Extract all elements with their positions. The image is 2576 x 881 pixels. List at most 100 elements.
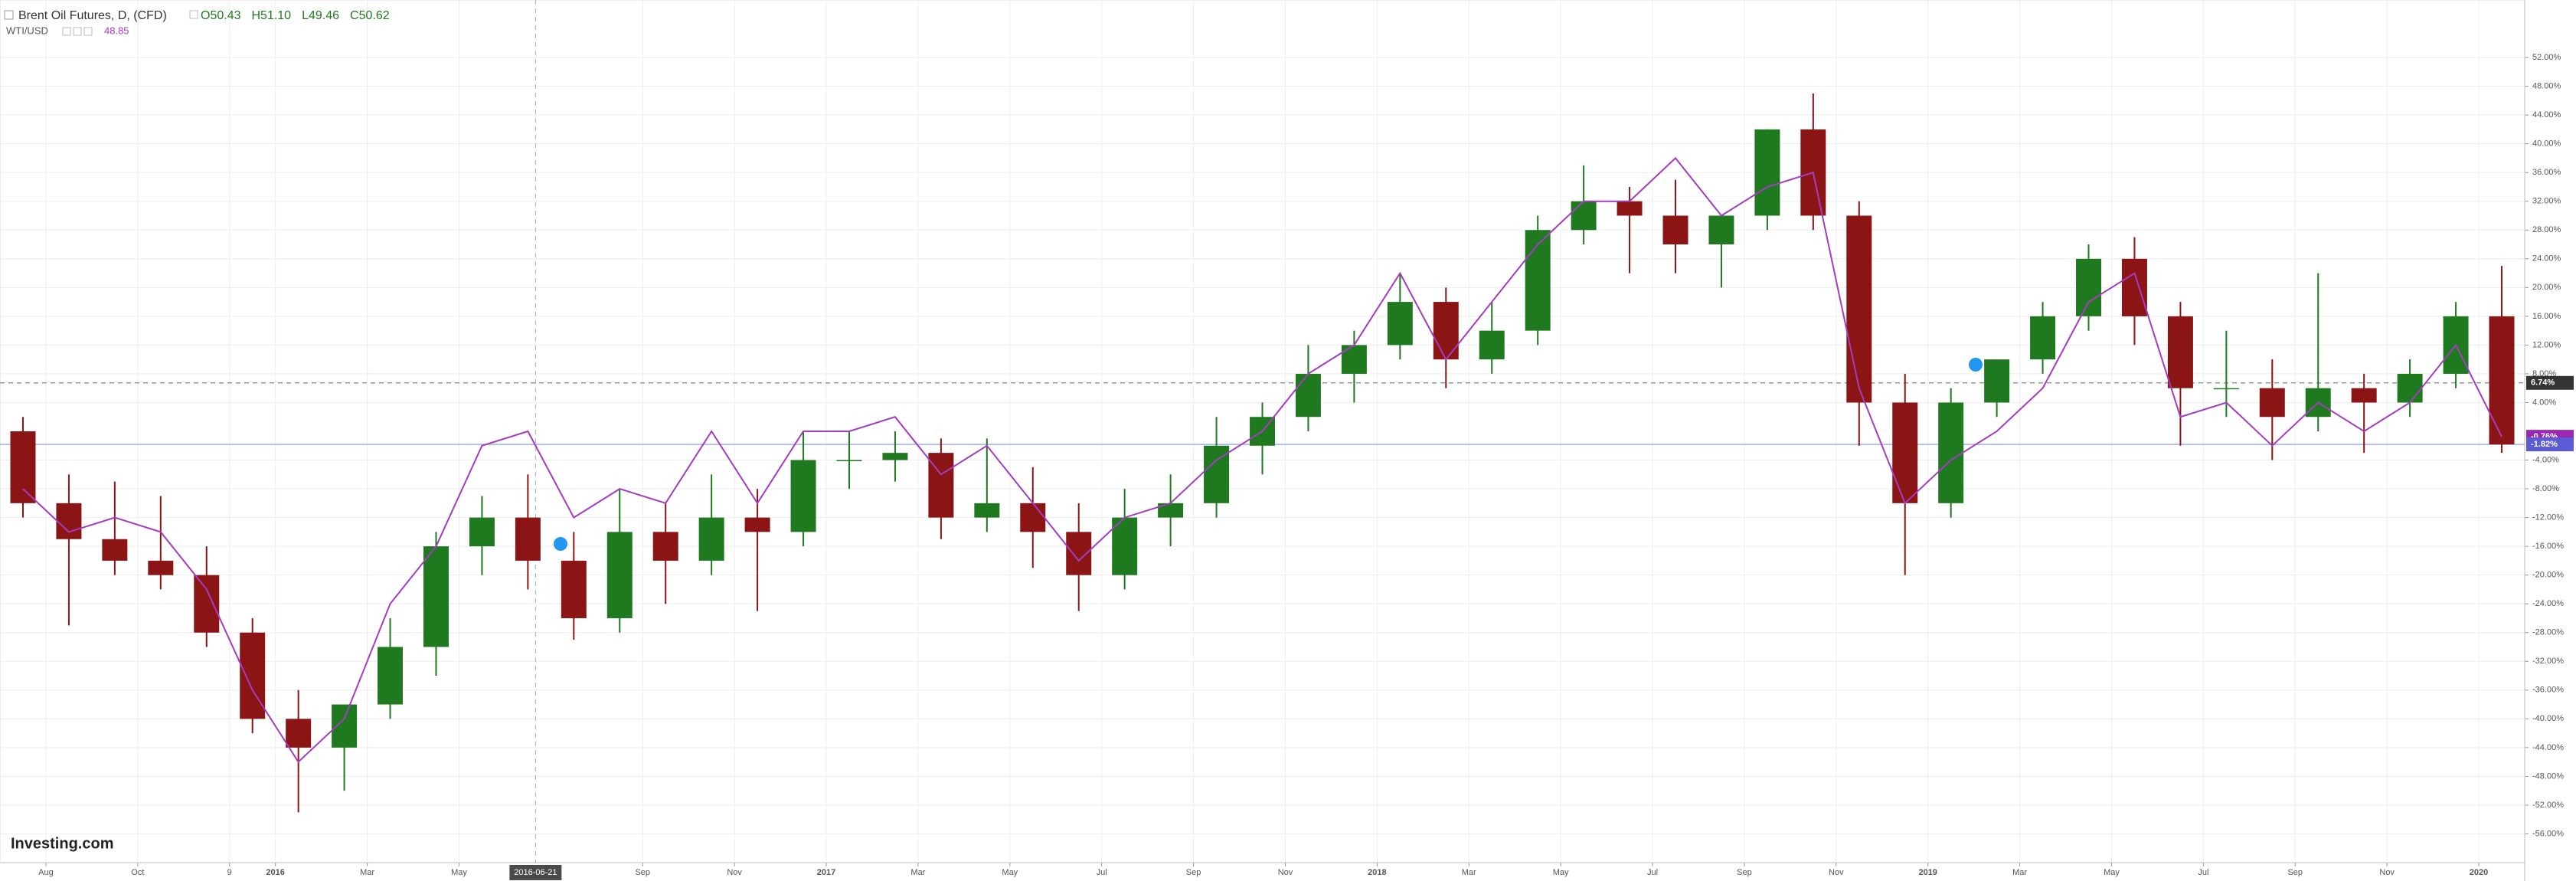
y-tick-label: -16.00%	[2532, 542, 2564, 551]
candle-body	[698, 517, 724, 561]
y-tick-label: -56.00%	[2532, 829, 2564, 838]
candle-body	[1617, 201, 1643, 216]
y-tick-label: -40.00%	[2532, 714, 2564, 723]
candle-body	[1984, 359, 2010, 403]
candle-body	[332, 704, 358, 748]
candle-body	[1479, 330, 1505, 360]
candle-body	[1571, 201, 1597, 231]
y-tick-label: -20.00%	[2532, 571, 2564, 580]
settings-icon[interactable]	[62, 27, 71, 36]
candle-body	[148, 560, 174, 575]
candle-body	[1020, 503, 1046, 532]
y-tick-label: 28.00%	[2532, 225, 2561, 234]
compare-series-name: WTI/USD	[6, 25, 48, 36]
crosshair-label-bg	[509, 865, 562, 880]
candle-body	[56, 503, 82, 539]
x-tick-label: Jul	[2198, 868, 2208, 877]
candle-body	[2351, 388, 2377, 403]
candle-body	[1341, 345, 1367, 374]
candle-body	[2121, 258, 2147, 316]
candle-body	[2213, 388, 2239, 390]
remove-icon[interactable]	[83, 27, 93, 36]
candle-body	[882, 453, 908, 460]
y-tick-label: -36.00%	[2532, 686, 2564, 695]
y-tick-label: 36.00%	[2532, 168, 2561, 177]
compare-last-value: 48.85	[104, 25, 129, 36]
x-tick-label: 2016	[266, 868, 284, 877]
x-tick-label: Aug	[38, 868, 54, 877]
x-tick-label: Jul	[1647, 868, 1658, 877]
x-tick-label: Nov	[2379, 868, 2395, 877]
x-tick-label: Mar	[1462, 868, 1476, 877]
candle-body	[2259, 388, 2285, 418]
candle-body	[1158, 503, 1184, 518]
y-tick-label: 24.00%	[2532, 254, 2561, 264]
x-tick-label: Nov	[727, 868, 742, 877]
x-tick-label: Sep	[635, 868, 650, 877]
ohlc-value: H51.10	[251, 9, 291, 22]
ohlc-values: O50.43 H51.10 L49.46 C50.62	[201, 9, 390, 22]
hide-icon[interactable]	[73, 27, 82, 36]
candle-body	[652, 532, 678, 561]
x-tick-label: Jul	[1097, 868, 1107, 877]
y-tick-label: 44.00%	[2532, 110, 2561, 120]
candle-body	[606, 532, 633, 618]
candle-body	[1387, 302, 1413, 346]
collapse-icon[interactable]	[4, 10, 14, 20]
candle-body	[1846, 215, 1872, 403]
x-tick-label: 9	[227, 868, 232, 877]
candle-body	[1662, 215, 1688, 245]
x-tick-label: 2019	[1918, 868, 1937, 877]
y-tick-label: 40.00%	[2532, 139, 2561, 149]
line-series	[22, 156, 2502, 764]
candle-body	[1066, 532, 1092, 575]
candle-body	[974, 503, 1000, 518]
y-tick-label: -8.00%	[2532, 484, 2559, 493]
candle-body	[1112, 517, 1138, 575]
price-label: -1.82%	[2531, 440, 2558, 449]
candle-body	[2167, 316, 2193, 388]
y-tick-label: 12.00%	[2532, 340, 2561, 349]
candle-body	[744, 517, 770, 532]
marks	[10, 93, 2515, 813]
y-tick-label: 16.00%	[2532, 312, 2561, 321]
ohlc-value: L49.46	[302, 9, 339, 22]
price-label: 6.74%	[2531, 378, 2555, 388]
ohlc-value: O50.43	[201, 9, 241, 22]
candle-body	[1938, 402, 1964, 503]
labels: 52.00% 48.00% 44.00% 40.00% 36.00% 32.00% 28.0…	[38, 53, 2574, 880]
y-tick-label: -44.00%	[2532, 743, 2564, 752]
price-label-bg	[2526, 375, 2574, 390]
x-tick-label: May	[2104, 868, 2120, 877]
price-label-bg	[2526, 437, 2574, 452]
x-tick-label: 2018	[1368, 868, 1386, 877]
x-tick-label: 2020	[2470, 868, 2488, 877]
candle-body	[240, 632, 266, 719]
candle-body	[1892, 402, 1918, 503]
candle-body	[1433, 302, 1459, 360]
candle-body	[2076, 258, 2102, 316]
x-tick-label: May	[1002, 868, 1018, 877]
candle-body	[790, 460, 816, 532]
candle-body	[2489, 316, 2515, 445]
candle-body	[2397, 373, 2423, 403]
candle-body	[194, 575, 220, 633]
y-tick-label: -48.00%	[2532, 771, 2564, 781]
logo: Investing.com	[11, 835, 113, 852]
candle-body	[423, 546, 449, 647]
ohlc-value: C50.62	[350, 9, 390, 22]
candle-body	[515, 517, 541, 561]
main-series-name: Brent Oil Futures, D, (CFD)	[18, 9, 167, 22]
event-marker[interactable]	[1969, 358, 1983, 372]
candle-body	[1525, 230, 1551, 331]
y-tick-label: 52.00%	[2532, 53, 2561, 62]
x-tick-label: Sep	[2287, 868, 2303, 877]
x-tick-label: Mar	[360, 868, 374, 877]
x-tick-label: Oct	[131, 868, 144, 877]
candle-body	[469, 517, 495, 547]
candle-body	[1754, 129, 1780, 216]
y-tick-label: -32.00%	[2532, 657, 2564, 666]
candle-body	[1708, 215, 1734, 245]
event-marker[interactable]	[554, 537, 567, 551]
